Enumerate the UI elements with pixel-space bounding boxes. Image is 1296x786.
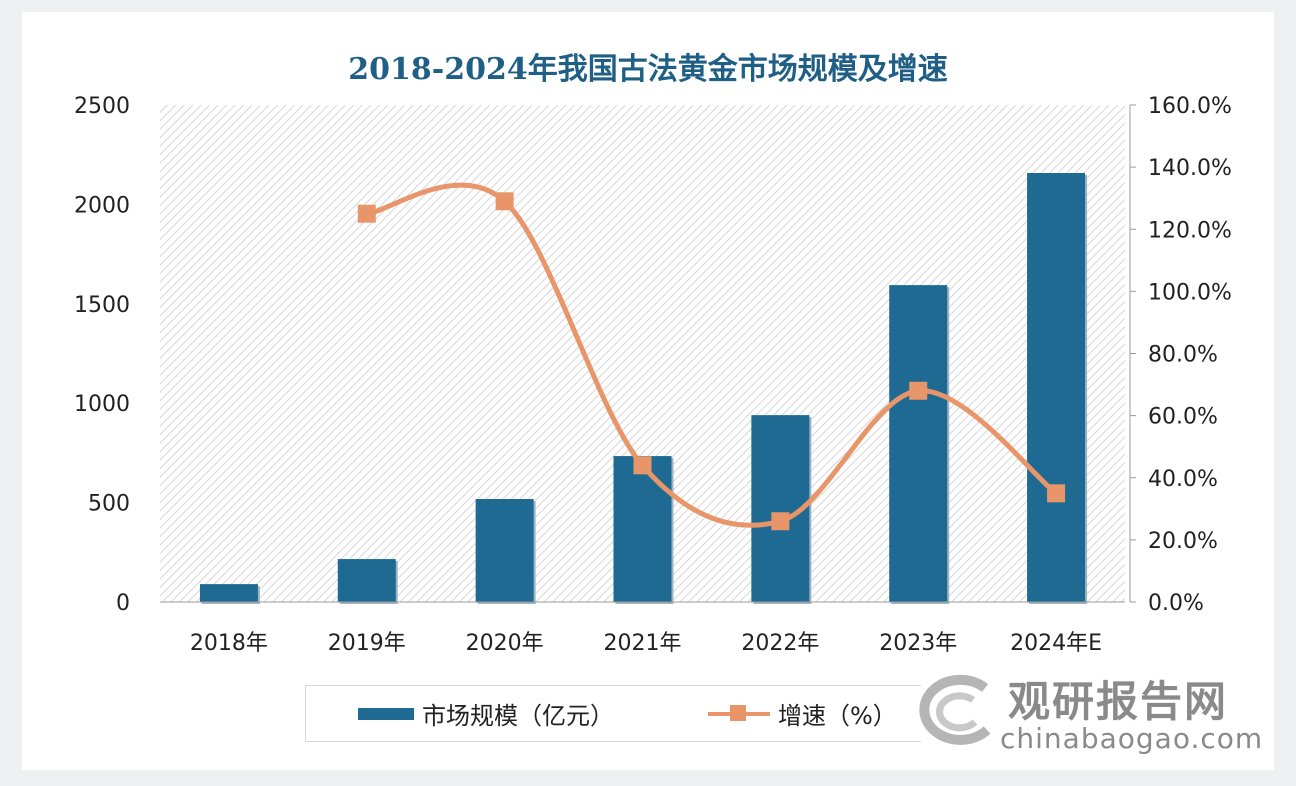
chart-title: 2018-2024年我国古法黄金市场规模及增速 <box>348 52 948 87</box>
y-tick-label: 0 <box>116 591 130 616</box>
watermark-text: 观研报告网 <box>1008 677 1229 726</box>
x-tick-label: 2020年 <box>466 631 544 656</box>
bar <box>1027 172 1086 602</box>
legend-item-market-size: 市场规模（亿元） <box>358 696 614 731</box>
bar <box>199 584 258 602</box>
legend-bar-swatch <box>358 707 414 720</box>
y2-tick-label: 100.0% <box>1148 280 1232 305</box>
y-tick-label: 2000 <box>74 193 130 218</box>
growth-marker <box>1047 484 1066 503</box>
y2-tick-label: 0.0% <box>1148 591 1204 616</box>
growth-marker <box>495 192 514 211</box>
x-tick-label: 2023年 <box>879 631 957 656</box>
bar <box>889 285 948 602</box>
watermark-url: chinabaogao.com <box>1000 722 1264 755</box>
legend: 市场规模（亿元） 增速（%） <box>305 685 921 742</box>
watermark-logo-icon <box>919 674 991 745</box>
legend-item-growth: 增速（%） <box>708 696 897 731</box>
x-tick-label: 2024年E <box>1010 631 1102 656</box>
bar <box>613 456 672 602</box>
bar <box>475 499 534 602</box>
y2-tick-label: 40.0% <box>1148 467 1218 492</box>
growth-marker <box>771 512 790 531</box>
x-tick-label: 2018年 <box>190 631 268 656</box>
growth-marker <box>909 381 928 400</box>
legend-line-swatch <box>708 704 770 721</box>
growth-marker <box>357 204 376 223</box>
y2-tick-label: 140.0% <box>1148 156 1232 181</box>
growth-marker <box>633 456 652 475</box>
y2-tick-label: 80.0% <box>1148 343 1218 368</box>
y-tick-label: 1500 <box>74 293 130 318</box>
x-tick-label: 2019年 <box>328 631 406 656</box>
y2-tick-label: 60.0% <box>1148 405 1218 430</box>
y2-tick-label: 120.0% <box>1148 218 1232 243</box>
y-tick-label: 1000 <box>74 392 130 417</box>
y-tick-label: 500 <box>88 492 130 517</box>
y-tick-label: 2500 <box>74 94 130 119</box>
y2-tick-label: 20.0% <box>1148 529 1218 554</box>
bar <box>337 559 396 602</box>
x-tick-label: 2021年 <box>604 631 682 656</box>
x-tick-label: 2022年 <box>741 631 819 656</box>
legend-label: 增速（%） <box>778 702 897 730</box>
legend-label: 市场规模（亿元） <box>422 702 614 730</box>
y2-tick-label: 160.0% <box>1148 94 1232 119</box>
growth-line <box>366 182 1058 528</box>
